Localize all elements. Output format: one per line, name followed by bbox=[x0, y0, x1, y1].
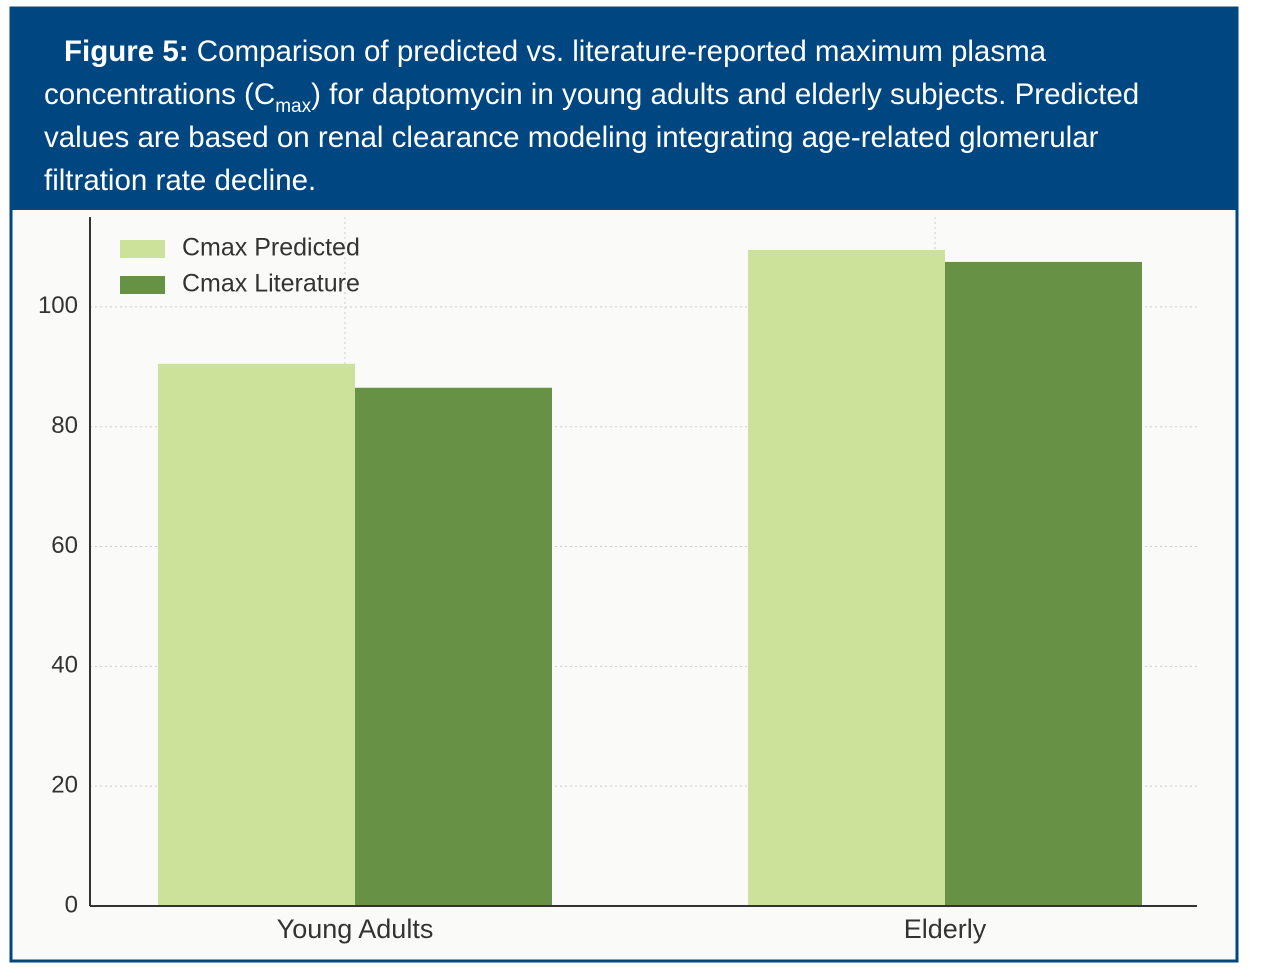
legend-label: Cmax Literature bbox=[182, 270, 360, 298]
legend-swatch bbox=[120, 276, 165, 294]
caption: Figure 5: Comparison of predicted vs. li… bbox=[12, 8, 1237, 210]
legend-label: Cmax Predicted bbox=[182, 234, 360, 262]
plot-area: 0 20 40 60 80 100 Young Adults Elderly Cmax Pred… bbox=[38, 217, 1197, 944]
x-tick-label: Elderly bbox=[904, 914, 987, 944]
bar bbox=[945, 261, 1142, 906]
y-tick-label: 100 bbox=[38, 292, 78, 319]
y-tick-label: 60 bbox=[51, 532, 78, 559]
y-tick-label: 80 bbox=[51, 412, 78, 439]
bar bbox=[748, 249, 945, 907]
bar bbox=[158, 363, 355, 906]
y-tick-label: 0 bbox=[65, 891, 78, 918]
caption-label: Figure 5: bbox=[64, 35, 189, 68]
caption-subscript: max bbox=[275, 96, 312, 117]
bar bbox=[355, 387, 552, 906]
y-tick-label: 20 bbox=[51, 772, 78, 799]
y-tick-label: 40 bbox=[51, 652, 78, 679]
legend-swatch bbox=[120, 240, 165, 258]
x-tick-label: Young Adults bbox=[277, 914, 434, 944]
caption-text: ) for daptomycin in young adults and eld… bbox=[44, 78, 1140, 197]
caption-text: Comparison of predicted vs. literature-r… bbox=[44, 35, 1047, 111]
